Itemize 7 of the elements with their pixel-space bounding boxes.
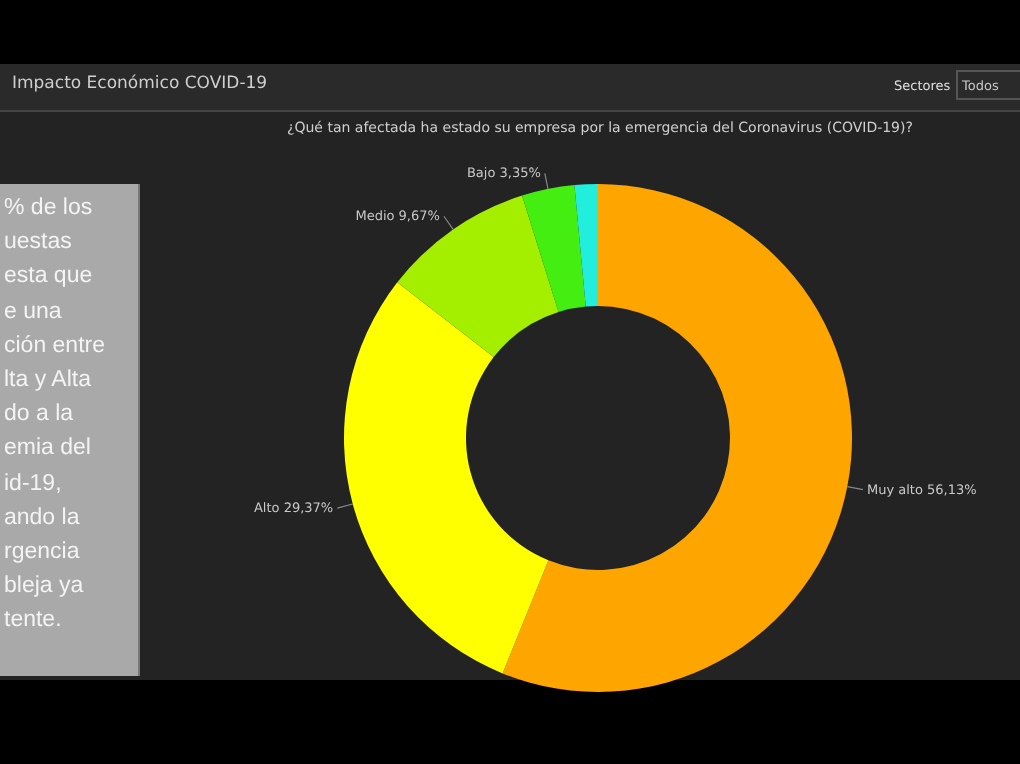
donut-slice bbox=[502, 184, 852, 692]
donut-slice bbox=[397, 195, 559, 358]
chart-subtitle: Impacto Económico COVID-19 bbox=[12, 74, 268, 94]
text: % de los uestas esta que e una ción entre lta y Alta do a la emia del id-19, ando la rgencia bleja ya tente. bbox=[4, 196, 106, 633]
donut-slice bbox=[522, 185, 586, 313]
donut-slice bbox=[344, 282, 549, 674]
donut-slice bbox=[574, 184, 598, 307]
